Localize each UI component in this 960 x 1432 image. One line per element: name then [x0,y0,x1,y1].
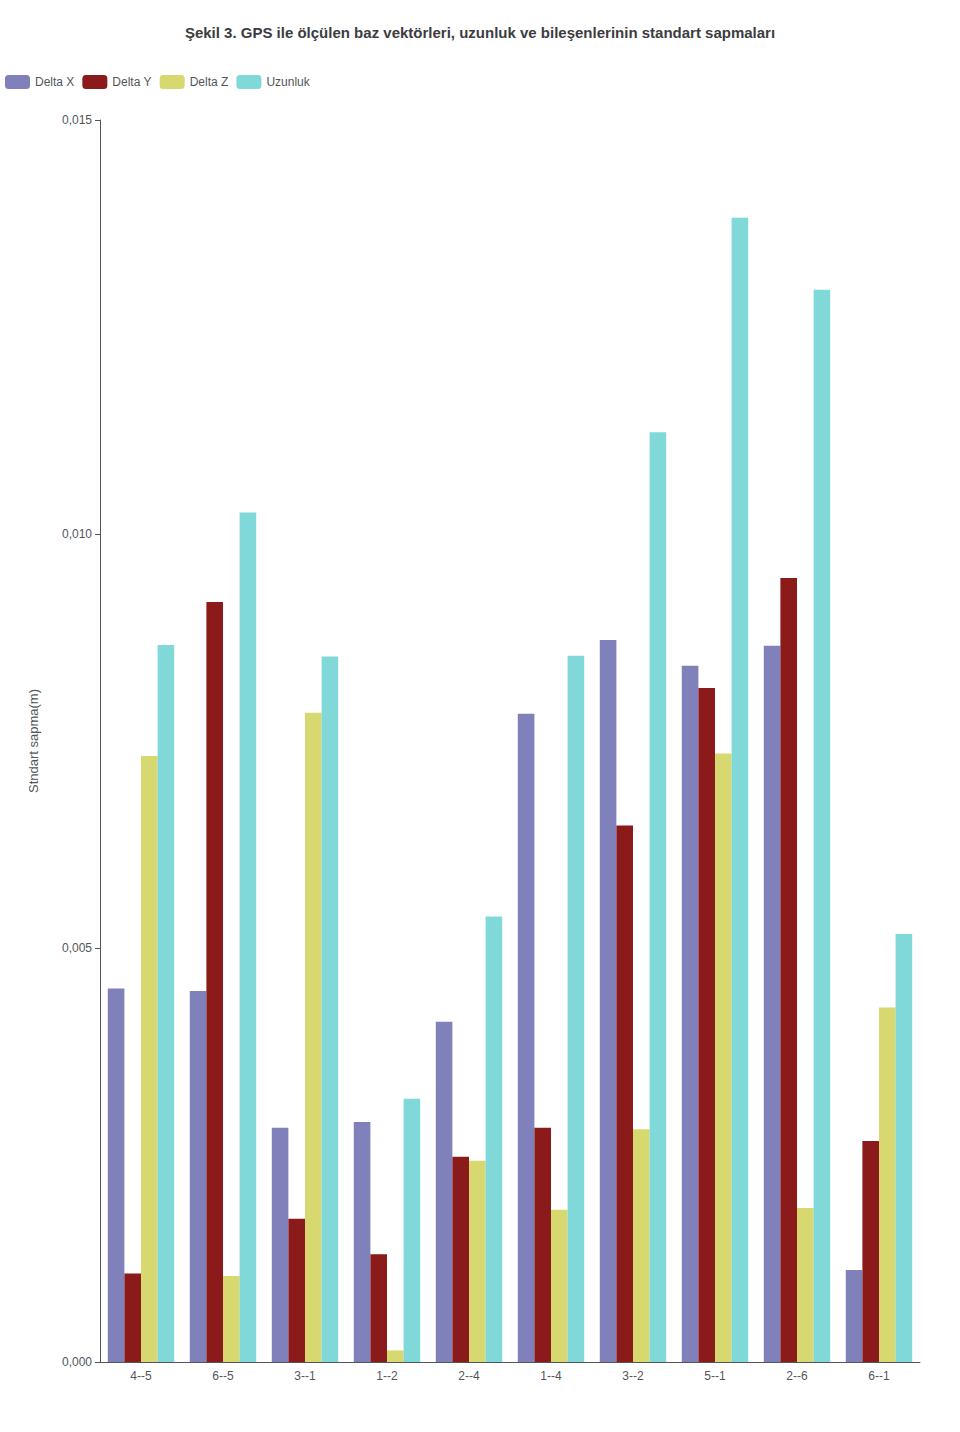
svg-text:6--1: 6--1 [868,1369,890,1383]
svg-text:5--1: 5--1 [704,1369,726,1383]
svg-text:1--4: 1--4 [540,1369,562,1383]
svg-text:Delta Z: Delta Z [190,75,229,89]
svg-text:3--1: 3--1 [294,1369,316,1383]
svg-text:Delta X: Delta X [35,75,74,89]
svg-text:6--5: 6--5 [212,1369,234,1383]
svg-text:Uzunluk: Uzunluk [266,75,310,89]
svg-text:0,015: 0,015 [62,113,92,127]
svg-text:0,010: 0,010 [62,527,92,541]
svg-text:Şekil 3. GPS ile ölçülen baz v: Şekil 3. GPS ile ölçülen baz vektörleri,… [185,24,775,41]
svg-text:0,000: 0,000 [62,1355,92,1369]
svg-text:1--2: 1--2 [376,1369,398,1383]
svg-text:0,005: 0,005 [62,941,92,955]
svg-text:Delta Y: Delta Y [112,75,151,89]
svg-text:Stndart sapma(m): Stndart sapma(m) [26,689,41,793]
svg-text:3--2: 3--2 [622,1369,644,1383]
svg-text:2--4: 2--4 [458,1369,480,1383]
svg-text:4--5: 4--5 [130,1369,152,1383]
svg-text:2--6: 2--6 [786,1369,808,1383]
